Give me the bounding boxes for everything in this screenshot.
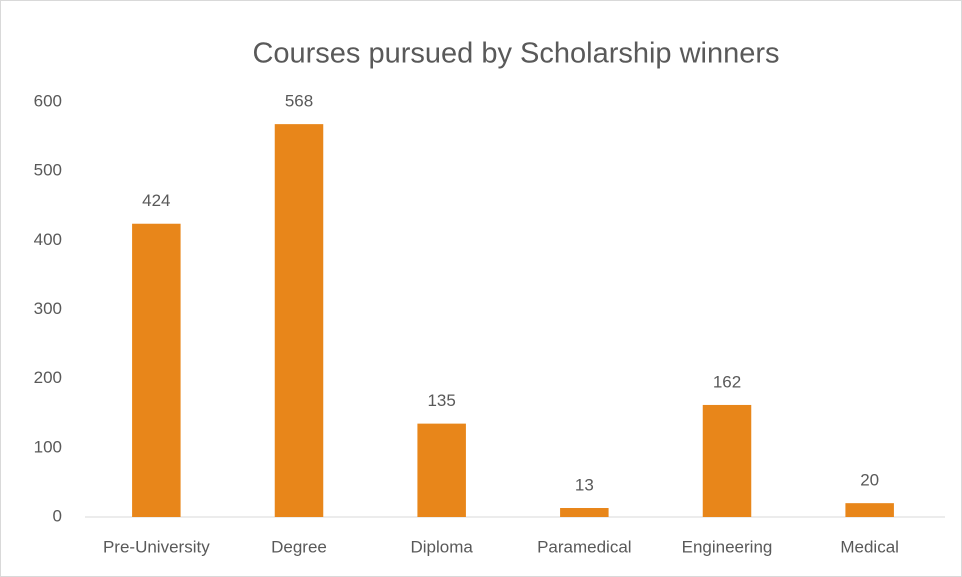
bar bbox=[274, 124, 324, 517]
y-tick-label: 500 bbox=[34, 161, 62, 180]
y-tick-label: 300 bbox=[34, 299, 62, 318]
x-tick-label: Pre-University bbox=[103, 537, 210, 556]
y-tick-label: 600 bbox=[34, 91, 62, 110]
bar bbox=[845, 503, 894, 517]
data-label: 568 bbox=[285, 92, 313, 111]
y-tick-label: 100 bbox=[34, 437, 62, 456]
y-tick-label: 200 bbox=[34, 368, 62, 387]
data-label: 13 bbox=[575, 475, 594, 494]
y-tick-label: 400 bbox=[34, 230, 62, 249]
y-tick-label: 0 bbox=[53, 506, 62, 525]
x-tick-label: Degree bbox=[271, 537, 327, 556]
x-tick-label: Engineering bbox=[682, 537, 773, 556]
x-tick-label: Diploma bbox=[410, 537, 473, 556]
chart-title: Courses pursued by Scholarship winners bbox=[252, 38, 779, 70]
bar bbox=[560, 508, 609, 517]
bar bbox=[702, 404, 752, 517]
data-label: 135 bbox=[427, 391, 455, 410]
data-label: 424 bbox=[142, 191, 170, 210]
x-tick-label: Paramedical bbox=[537, 537, 632, 556]
x-tick-label: Medical bbox=[840, 537, 899, 556]
data-label: 20 bbox=[860, 471, 879, 490]
data-label: 162 bbox=[713, 372, 741, 391]
bar bbox=[132, 223, 181, 517]
bar bbox=[417, 423, 466, 517]
